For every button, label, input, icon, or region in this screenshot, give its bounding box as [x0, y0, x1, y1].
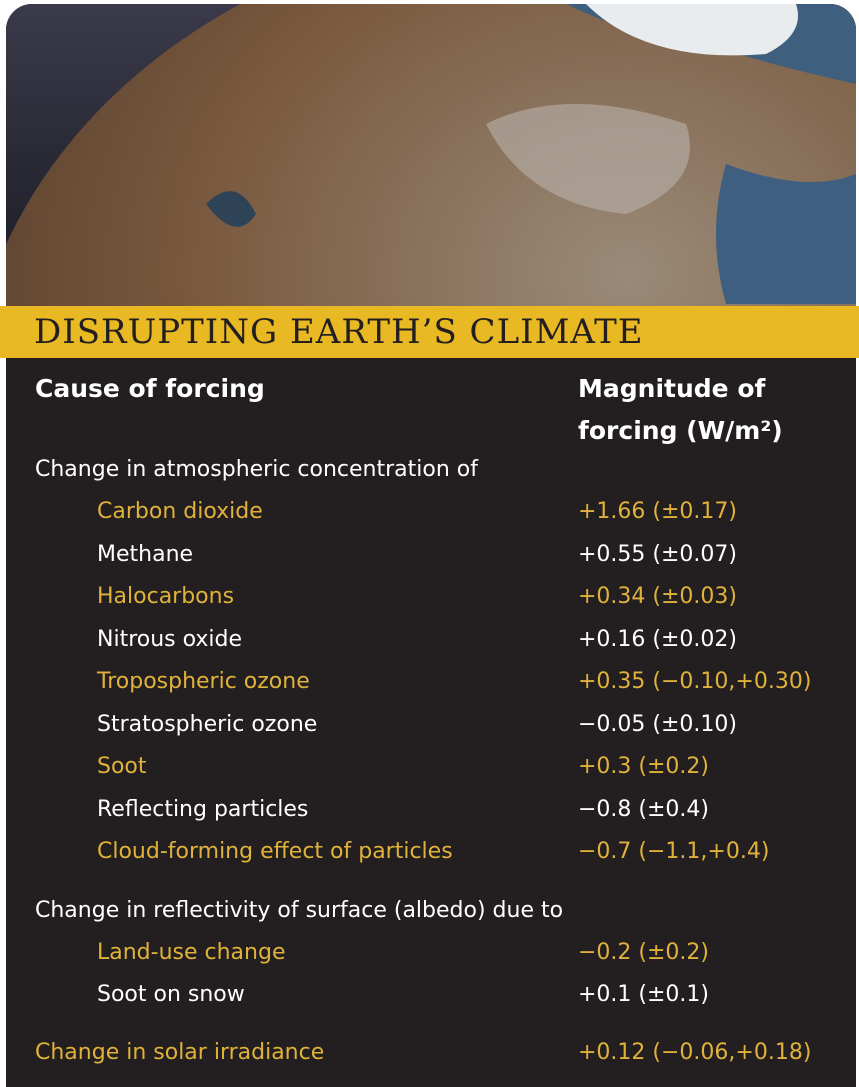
row-label: Change in solar irradiance: [35, 1040, 324, 1065]
row-label: Stratospheric ozone: [97, 712, 317, 737]
row-label: Halocarbons: [97, 584, 234, 609]
row-value: +0.12 (−0.06,+0.18): [578, 1040, 811, 1065]
row-value: +0.1 (±0.1): [578, 982, 709, 1007]
row-value: −0.8 (±0.4): [578, 797, 709, 822]
row-value: +1.66 (±0.17): [578, 499, 737, 524]
row-value: +0.55 (±0.07): [578, 542, 737, 567]
group-label: Change in reflectivity of surface (albed…: [35, 898, 563, 923]
row-label: Nitrous oxide: [97, 627, 242, 652]
column-header: Cause of forcing: [35, 374, 265, 403]
row-value: −0.05 (±0.10): [578, 712, 737, 737]
row-label: Reflecting particles: [97, 797, 308, 822]
row-label: Carbon dioxide: [97, 499, 263, 524]
column-header: forcing (W/m²): [578, 416, 783, 445]
row-label: Land-use change: [97, 940, 285, 965]
row-value: +0.34 (±0.03): [578, 584, 737, 609]
group-label: Change in atmospheric concentration of: [35, 457, 478, 482]
row-value: +0.35 (−0.10,+0.30): [578, 669, 811, 694]
row-value: −0.2 (±0.2): [578, 940, 709, 965]
row-label: Tropospheric ozone: [97, 669, 310, 694]
row-value: +0.3 (±0.2): [578, 754, 709, 779]
row-label: Methane: [97, 542, 193, 567]
earth-image: [6, 4, 856, 314]
page: DISRUPTING EARTH’S CLIMATE Cause of forc…: [0, 0, 859, 1087]
row-label: Cloud-forming effect of particles: [97, 839, 453, 864]
title: DISRUPTING EARTH’S CLIMATE: [34, 312, 644, 352]
title-banner: DISRUPTING EARTH’S CLIMATE: [0, 306, 859, 358]
row-label: Soot: [97, 754, 147, 779]
column-header: Magnitude of: [578, 374, 765, 403]
row-value: −0.7 (−1.1,+0.4): [578, 839, 769, 864]
row-label: Soot on snow: [97, 982, 245, 1007]
row-value: +0.16 (±0.02): [578, 627, 737, 652]
